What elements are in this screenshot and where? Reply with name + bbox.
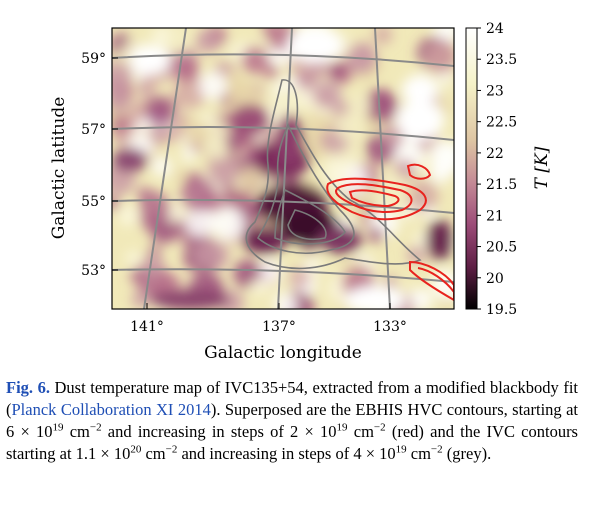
hvc-contours (326, 163, 454, 302)
exponent: −2 (373, 421, 386, 434)
y-axis-label: Galactic latitude (49, 97, 69, 240)
y-tick-marks (112, 57, 118, 271)
colorbar-tick-label: 23 (486, 83, 504, 99)
colorbar-ticks: 24 23.5 23 22.5 22 21.5 21 20.5 20 19.5 (477, 21, 517, 318)
colorbar-tick-label: 23.5 (486, 52, 517, 68)
y-tick-label: 57° (81, 122, 106, 138)
exponent: 20 (130, 443, 142, 456)
coordinate-grid (112, 28, 454, 309)
figure-number[interactable]: Fig. 6. (6, 378, 50, 397)
figure: 141° 137° 133° 59° 57° 55° 53° Galactic … (49, 21, 552, 363)
exponent: −2 (165, 443, 178, 456)
exponent: −2 (430, 443, 443, 456)
colorbar-tick-label: 21 (486, 208, 504, 224)
caption-text: Dust temperature map of IVC135+54, extra… (6, 378, 578, 419)
colorbar-tick-label: 19.5 (486, 302, 517, 318)
caption-text: cm (347, 422, 374, 441)
colorbar-tick-label: 24 (486, 21, 504, 37)
y-tick-label: 59° (81, 51, 106, 67)
citation-link[interactable]: Planck Collaboration XI 2014 (11, 400, 211, 419)
exponent: 19 (336, 421, 348, 434)
colorbar-tick-label: 22.5 (486, 115, 517, 131)
y-tick-label: 55° (81, 194, 106, 210)
x-tick-label: 137° (262, 319, 296, 335)
caption-text: and increasing in steps of 4 × 10 (177, 444, 396, 463)
caption-text: and increasing in steps of 2 × 10 (101, 422, 337, 441)
caption-text: cm (406, 444, 431, 463)
colorbar (465, 27, 478, 310)
colorbar-tick-label: 20.5 (486, 240, 517, 256)
caption-text: cm (63, 422, 90, 441)
colorbar-label: T [K] (532, 146, 552, 189)
exponent: 19 (395, 443, 407, 456)
colorbar-tick-label: 20 (486, 271, 504, 287)
x-tick-label: 141° (130, 319, 164, 335)
ivc-contours (245, 79, 422, 270)
colorbar-tick-label: 22 (486, 146, 504, 162)
exponent: 19 (52, 421, 64, 434)
caption-text: cm (141, 444, 166, 463)
x-tick-marks (146, 303, 391, 309)
caption-text: (red) and the IVC contours starting at 1… (6, 422, 578, 463)
figure-caption: Fig. 6. Dust temperature map of IVC135+5… (6, 377, 578, 465)
colorbar-tick-label: 21.5 (486, 177, 517, 193)
figure-svg: 141° 137° 133° 59° 57° 55° 53° Galactic … (49, 21, 552, 363)
x-tick-label: 133° (373, 319, 407, 335)
map-frame (111, 27, 455, 310)
y-tick-label: 53° (81, 263, 106, 279)
caption-text: (grey). (442, 444, 492, 463)
exponent: −2 (89, 421, 102, 434)
x-axis-label: Galactic longitude (204, 343, 362, 363)
caption-text: ). Superposed are the EBHIS HVC contours… (6, 400, 578, 441)
